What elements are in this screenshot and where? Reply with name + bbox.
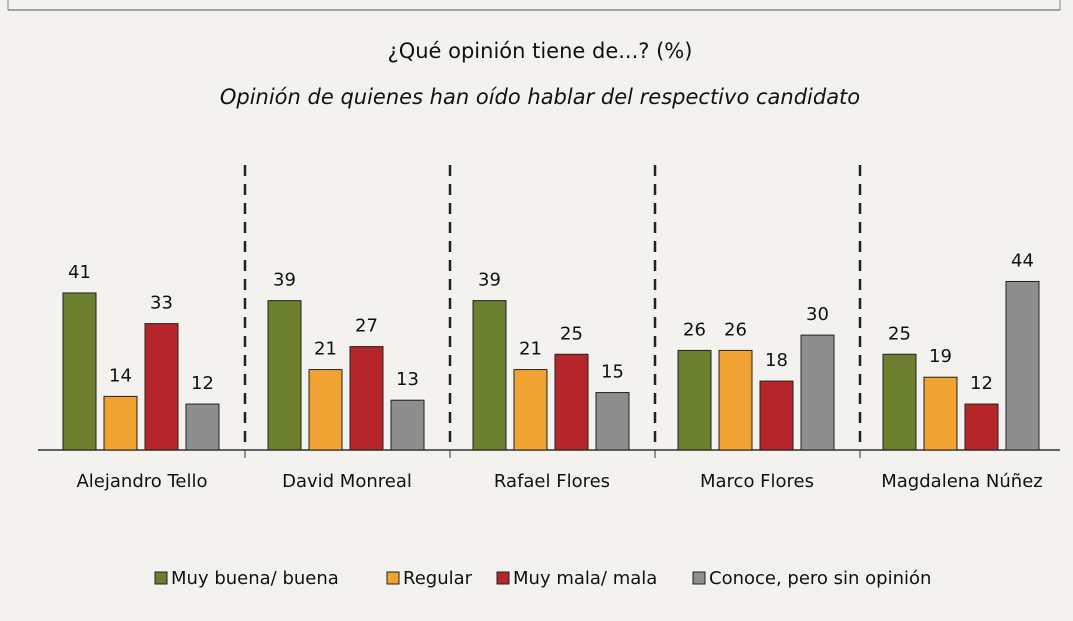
bar xyxy=(554,353,589,451)
value-label: 26 xyxy=(683,319,706,340)
bar xyxy=(390,399,425,451)
value-label: 27 xyxy=(355,316,378,337)
value-label: 13 xyxy=(396,369,419,390)
value-label: 25 xyxy=(560,323,583,344)
x-tick-label: Marco Flores xyxy=(700,471,814,492)
value-label: 25 xyxy=(888,323,911,344)
legend-label: Muy buena/ buena xyxy=(171,568,339,589)
value-label: 33 xyxy=(150,293,173,314)
chart-title: ¿Qué opinión tiene de...? (%) xyxy=(388,39,693,63)
value-label: 14 xyxy=(109,365,132,386)
value-label: 44 xyxy=(1011,250,1034,271)
bar xyxy=(759,380,794,451)
value-label: 41 xyxy=(68,262,91,283)
legend-swatch xyxy=(496,571,510,585)
bar xyxy=(349,346,384,451)
bar xyxy=(923,376,958,451)
value-label: 18 xyxy=(765,350,788,371)
value-label: 21 xyxy=(519,339,542,360)
legend-swatch xyxy=(154,571,168,585)
chart-subtitle: Opinión de quienes han oído hablar del r… xyxy=(220,85,860,109)
bar xyxy=(103,395,138,451)
bar xyxy=(513,369,548,451)
value-label: 21 xyxy=(314,339,337,360)
legend-label: Muy mala/ mala xyxy=(513,568,657,589)
x-tick-label: Alejandro Tello xyxy=(76,471,207,492)
value-label: 39 xyxy=(478,270,501,291)
bar xyxy=(595,392,630,451)
x-tick-label: Rafael Flores xyxy=(494,471,610,492)
legend-label: Conoce, pero sin opinión xyxy=(709,568,931,589)
bar xyxy=(1005,280,1040,451)
bar xyxy=(800,334,835,451)
value-label: 15 xyxy=(601,362,624,383)
x-tick-label: Magdalena Núñez xyxy=(881,471,1042,492)
bar xyxy=(185,403,220,451)
bar xyxy=(144,323,179,451)
value-label: 12 xyxy=(191,373,214,394)
bar xyxy=(964,403,999,451)
value-label: 12 xyxy=(970,373,993,394)
value-label: 19 xyxy=(929,346,952,367)
bar xyxy=(308,369,343,451)
bar xyxy=(62,292,97,451)
value-label: 26 xyxy=(724,319,747,340)
value-label: 30 xyxy=(806,304,829,325)
legend-label: Regular xyxy=(403,568,473,589)
legend-swatch xyxy=(386,571,400,585)
x-tick-label: David Monreal xyxy=(282,471,412,492)
bar xyxy=(882,353,917,451)
bar xyxy=(677,349,712,451)
value-label: 39 xyxy=(273,270,296,291)
bar xyxy=(472,300,507,451)
bar xyxy=(267,300,302,451)
legend-swatch xyxy=(692,571,706,585)
bar xyxy=(718,349,753,451)
